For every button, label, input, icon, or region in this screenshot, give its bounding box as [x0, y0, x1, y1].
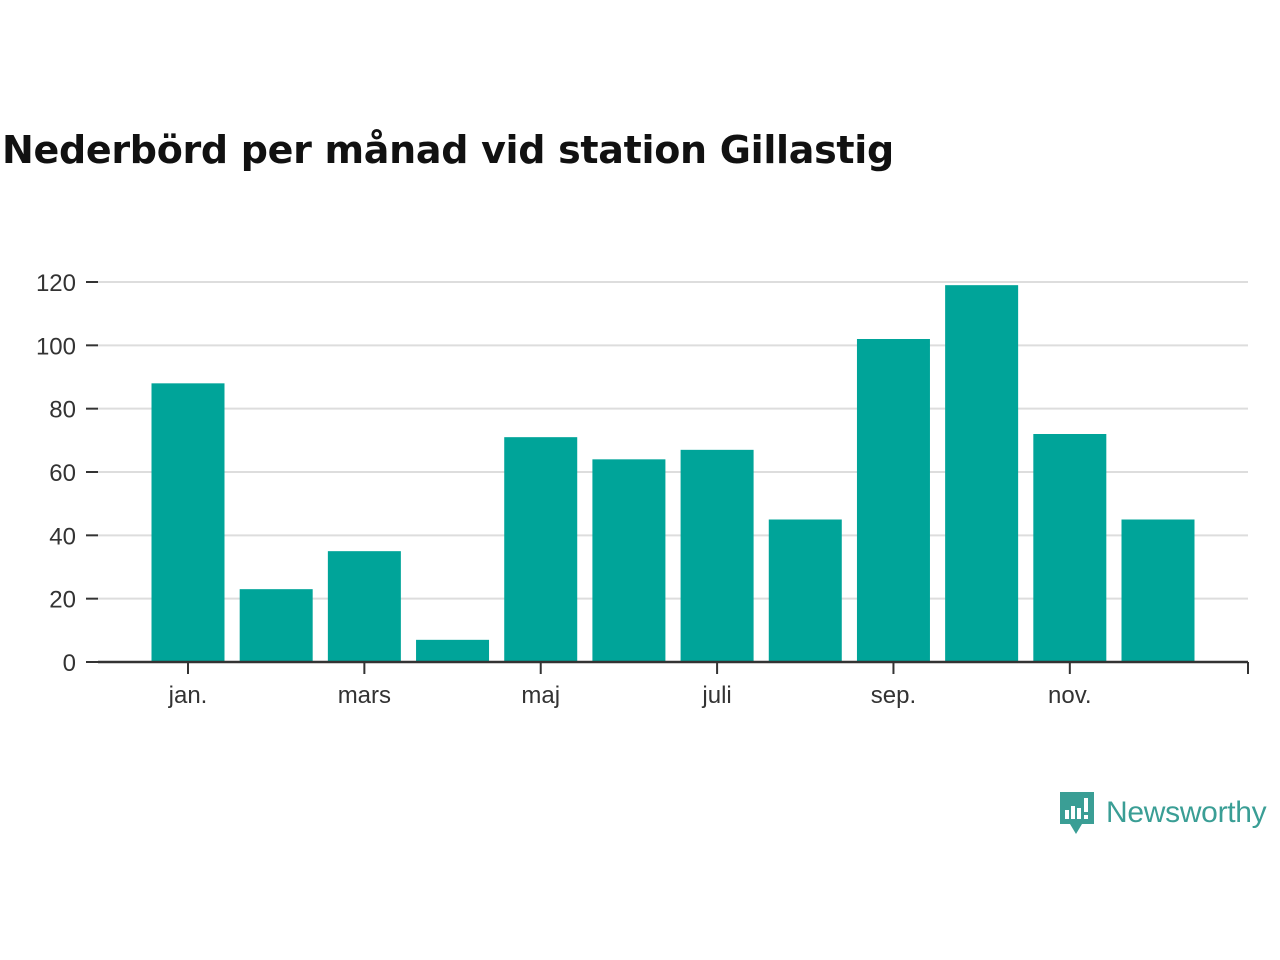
- y-axis-ticks: 0 20 40 60 80 100 120: [36, 270, 98, 677]
- bar-nov.: [1033, 434, 1107, 662]
- y-tick-label: 40: [49, 523, 76, 550]
- bar-maj: [504, 437, 578, 662]
- bar-dec.: [1121, 519, 1195, 662]
- bar-feb.: [239, 589, 313, 662]
- bar-sep.: [856, 339, 930, 662]
- bar-apr.: [416, 639, 490, 662]
- y-tick-label: 80: [49, 397, 76, 424]
- bars: [151, 285, 1195, 662]
- bar-jan.: [151, 383, 225, 662]
- bar-aug.: [768, 519, 842, 662]
- y-tick-label: 20: [49, 587, 76, 614]
- bar-juli: [680, 449, 754, 662]
- x-tick-label: nov.: [1048, 682, 1092, 709]
- axes: [98, 660, 1249, 674]
- y-tick-label: 0: [63, 650, 76, 677]
- newsworthy-logo-icon: [1060, 792, 1094, 834]
- y-tick-label: 100: [36, 333, 76, 360]
- x-tick-label: jan.: [168, 682, 208, 709]
- x-tick-label: sep.: [871, 682, 916, 709]
- x-tick-label: juli: [701, 682, 731, 709]
- bar-mars: [327, 551, 401, 662]
- brand-name: Newsworthy: [1106, 796, 1267, 829]
- chart-title: Nederbörd per månad vid station Gillasti…: [2, 128, 894, 172]
- bar-okt.: [945, 285, 1019, 662]
- x-tick-label: mars: [338, 682, 391, 709]
- x-axis-ticks: jan. mars maj juli sep. nov.: [168, 662, 1092, 709]
- y-tick-label: 120: [36, 270, 76, 297]
- x-tick-label: maj: [521, 682, 560, 709]
- y-tick-label: 60: [49, 460, 76, 487]
- newsworthy-logo: Newsworthy: [1058, 790, 1267, 836]
- bar-juni: [592, 459, 666, 662]
